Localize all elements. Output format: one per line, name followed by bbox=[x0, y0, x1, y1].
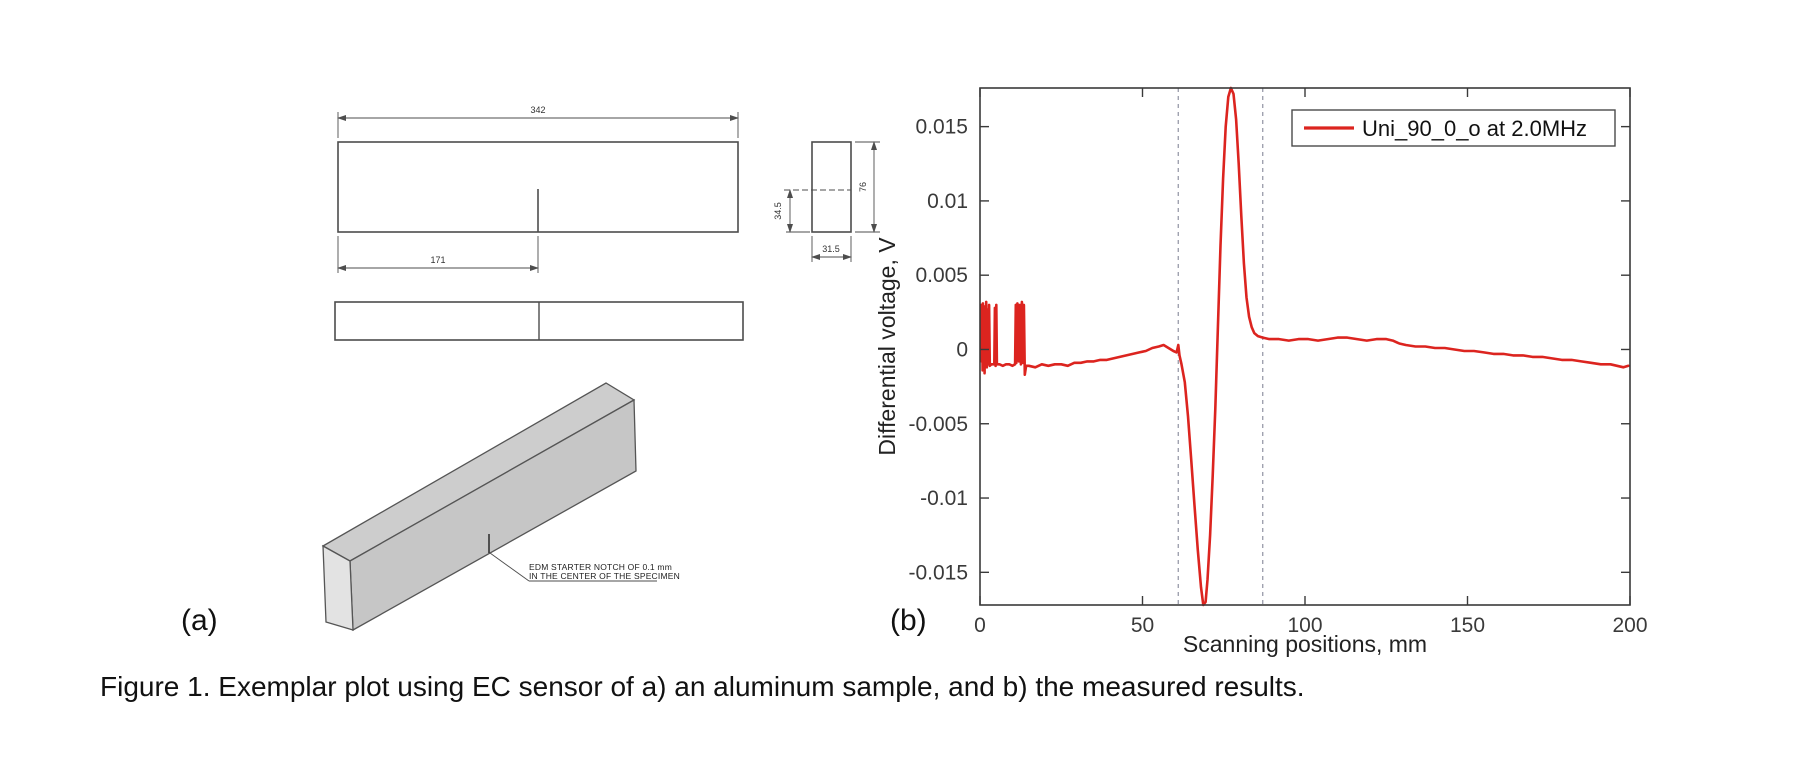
measurement-chart: 0 50 100 150 200 0.015 0.01 0.005 0 -0.005 -0.01 -0… bbox=[874, 86, 1648, 657]
specimen-drawing: 342 171 34.5 76 bbox=[321, 105, 880, 632]
dim-342: 342 bbox=[337, 105, 739, 138]
x-tick-label: 200 bbox=[1612, 614, 1647, 637]
y-tick-label: 0.015 bbox=[915, 116, 968, 139]
y-tick-label: 0.01 bbox=[927, 190, 968, 213]
panel-a-label: (a) bbox=[181, 604, 218, 637]
notch-annotation-line2: IN THE CENTER OF THE SPECIMEN bbox=[529, 571, 680, 581]
dim-31_5-label: 31.5 bbox=[822, 244, 840, 254]
x-tick-label: 0 bbox=[974, 614, 986, 637]
data-series-line bbox=[979, 86, 1630, 607]
y-tick-label: 0.005 bbox=[915, 264, 968, 287]
y-tick-label: -0.005 bbox=[908, 413, 968, 436]
y-tick-label: 0 bbox=[956, 338, 968, 361]
side-view bbox=[337, 141, 739, 233]
specimen-end-face bbox=[322, 544, 354, 631]
specimen-3d: EDM STARTER NOTCH OF 0.1 mm IN THE CENTE… bbox=[321, 382, 680, 632]
x-tick-label: 100 bbox=[1287, 614, 1322, 637]
x-tick-label: 150 bbox=[1450, 614, 1485, 637]
x-tick-label: 50 bbox=[1131, 614, 1154, 637]
legend-label: Uni_90_0_o at 2.0MHz bbox=[1362, 116, 1587, 141]
y-axis-label: Differential voltage, V bbox=[874, 237, 900, 456]
dim-171: 171 bbox=[337, 236, 539, 273]
dim-342-label: 342 bbox=[530, 105, 545, 115]
y-tick-label: -0.01 bbox=[920, 487, 968, 510]
y-tick-label: -0.015 bbox=[908, 561, 968, 584]
annotation-leader-line bbox=[489, 552, 530, 582]
plot-frame bbox=[979, 87, 1631, 606]
cross-section-view: 34.5 76 31.5 bbox=[773, 141, 880, 262]
dim-76-label: 76 bbox=[858, 182, 868, 192]
figure-caption: Figure 1. Exemplar plot using EC sensor … bbox=[100, 671, 1305, 702]
x-axis-label: Scanning positions, mm bbox=[1183, 631, 1427, 657]
notch-annotation-line1: EDM STARTER NOTCH OF 0.1 mm bbox=[529, 562, 672, 572]
legend-box bbox=[1291, 109, 1616, 147]
panel-b-label: (b) bbox=[890, 604, 927, 637]
dim-171-label: 171 bbox=[430, 255, 445, 265]
dim-34_5-label: 34.5 bbox=[773, 202, 783, 220]
top-view bbox=[334, 301, 744, 341]
cross-section-outline bbox=[811, 141, 852, 233]
